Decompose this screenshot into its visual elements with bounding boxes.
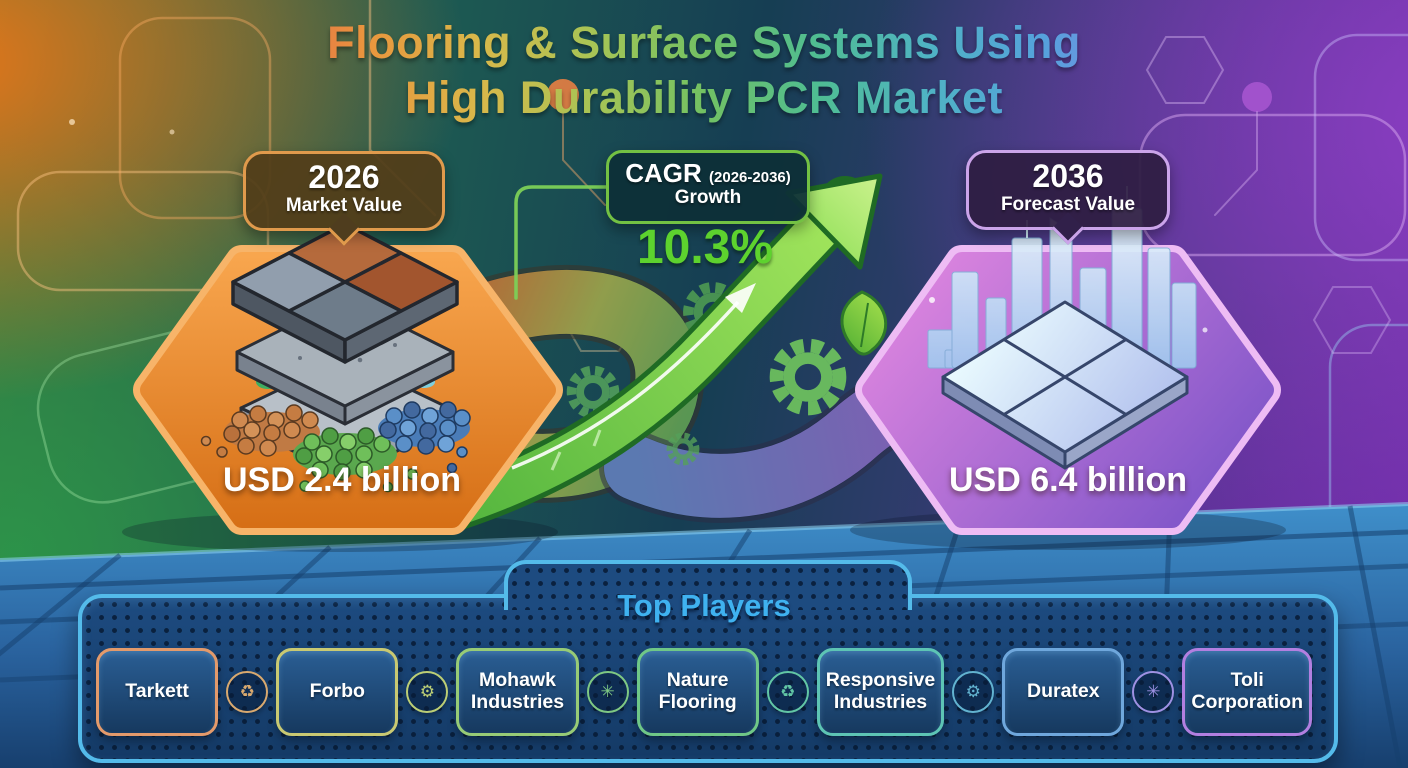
burst-icon: ✳ bbox=[600, 682, 615, 701]
forecast-value-year: 2036 bbox=[1032, 158, 1104, 194]
tile-ribbon-left bbox=[413, 264, 705, 503]
title-line-1: Flooring & Surface Systems Using bbox=[327, 17, 1081, 68]
company-card-nature-flooring: Nature Flooring bbox=[636, 648, 759, 736]
company-card-duratex: Duratex bbox=[1002, 648, 1125, 736]
company-name: Forbo bbox=[309, 680, 365, 703]
forecast-value-badge: 2036 Forecast Value bbox=[966, 150, 1170, 230]
cagr-range: (2026-2036) bbox=[709, 169, 791, 186]
cagr-badge: CAGR (2026-2036) Growth bbox=[606, 150, 810, 224]
top-players-tab bbox=[504, 560, 912, 610]
burst-icon: ✳ bbox=[1146, 682, 1161, 701]
pellets-orange bbox=[200, 404, 320, 458]
gear-icons bbox=[571, 287, 839, 462]
leaf-icon bbox=[840, 290, 888, 356]
company-list: Tarkett ♻ Forbo ⚙ Mohawk Industries ✳ Na… bbox=[96, 648, 1312, 736]
company-name: Duratex bbox=[1027, 680, 1100, 703]
green-infill bbox=[256, 363, 435, 389]
company-card-toli-corporation: Toli Corporation bbox=[1182, 648, 1312, 736]
bottom-slab bbox=[239, 356, 451, 478]
cagr-value: 10.3% bbox=[636, 221, 774, 274]
connector-badge: ♻ bbox=[766, 671, 809, 713]
cagr-leader-line bbox=[514, 185, 608, 300]
recycle-icon: ♻ bbox=[780, 682, 796, 701]
gear-icon: ⚙ bbox=[965, 682, 981, 701]
cagr-growth-label: Growth bbox=[674, 187, 742, 209]
market-value-year: 2026 bbox=[308, 159, 380, 195]
connector-badge: ⚙ bbox=[406, 671, 449, 713]
company-card-forbo: Forbo bbox=[276, 648, 399, 736]
market-value-badge: 2026 Market Value bbox=[243, 151, 445, 231]
company-card-responsive-industries: Responsive Industries bbox=[816, 648, 945, 736]
top-players-title: Top Players bbox=[617, 588, 791, 623]
connector-badge: ✳ bbox=[586, 671, 629, 713]
company-card-mohawk-industries: Mohawk Industries bbox=[456, 648, 579, 736]
company-name: Mohawk Industries bbox=[470, 669, 565, 713]
market-start-value: USD 2.4 billion bbox=[222, 461, 462, 499]
company-name: Tarkett bbox=[125, 680, 189, 703]
connector-badge: ♻ bbox=[226, 671, 269, 713]
company-name: Toli Corporation bbox=[1191, 669, 1303, 713]
connector-badge: ✳ bbox=[1132, 671, 1175, 713]
flooring-layers-illustration bbox=[200, 222, 471, 493]
company-card-tarkett: Tarkett bbox=[96, 648, 219, 736]
company-name: Responsive Industries bbox=[825, 669, 936, 713]
page-title: Flooring & Surface Systems Using High Du… bbox=[0, 16, 1408, 126]
middle-slab bbox=[235, 296, 455, 426]
company-name: Nature Flooring bbox=[658, 669, 737, 713]
cagr-name: CAGR bbox=[625, 158, 702, 188]
forecast-value-label: Forecast Value bbox=[1000, 194, 1136, 216]
recycle-icon: ♻ bbox=[239, 682, 255, 701]
connector-badge: ⚙ bbox=[952, 671, 995, 713]
market-end-value: USD 6.4 billion bbox=[948, 461, 1188, 499]
title-line-2: High Durability PCR Market bbox=[404, 71, 1004, 123]
market-value-label: Market Value bbox=[285, 195, 403, 217]
glass-tile bbox=[941, 300, 1189, 470]
gear-icon: ⚙ bbox=[419, 682, 435, 701]
